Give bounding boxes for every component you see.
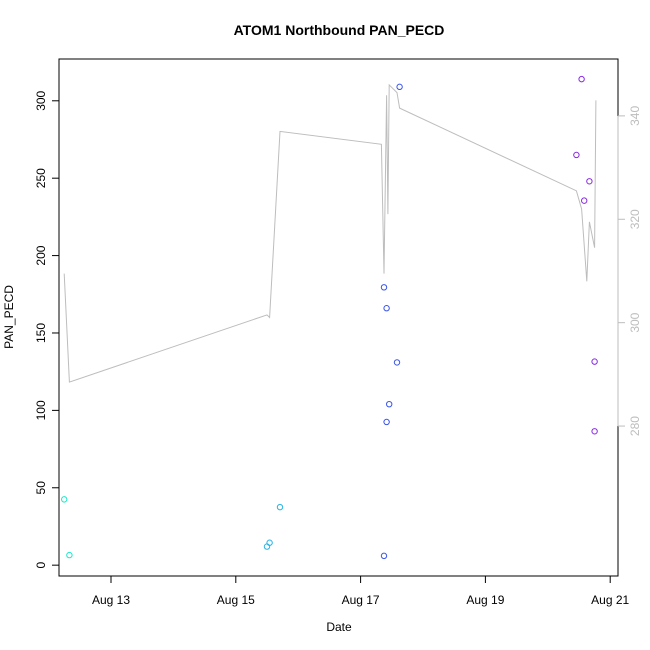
y-axis-right: 280 300 320 340: [617, 106, 642, 436]
data-point: [383, 305, 390, 312]
point-layer: [60, 75, 598, 560]
x-tick-label: Aug 21: [591, 593, 629, 607]
data-point: [591, 358, 598, 365]
y-tick-label: 200: [34, 245, 48, 265]
data-point: [276, 503, 284, 511]
data-point: [573, 151, 580, 159]
data-point: [386, 400, 393, 408]
y-tick-label: 300: [34, 90, 48, 110]
data-point: [586, 178, 593, 185]
x-tick-label: Aug 17: [342, 593, 380, 607]
x-tick-label: Aug 19: [466, 593, 504, 607]
chart-title: ATOM1 Northbound PAN_PECD: [234, 22, 445, 38]
x-axis-label: Date: [326, 620, 352, 634]
x-tick-label: Aug 13: [92, 593, 130, 607]
x-axis: Aug 13 Aug 15 Aug 17 Aug 19 Aug 21: [92, 575, 630, 607]
data-point: [581, 197, 588, 204]
data-point: [60, 496, 68, 503]
data-point: [578, 75, 585, 83]
line-layer: [63, 83, 597, 383]
y-axis-left: 0 50 100 150 200 250 300: [34, 90, 60, 569]
x-tick-label: Aug 15: [217, 593, 255, 607]
data-point: [380, 284, 388, 291]
y-tick-label: 100: [34, 400, 48, 420]
data-point: [396, 83, 403, 91]
y2-tick-label: 340: [628, 106, 642, 126]
y-tick-label: 250: [34, 168, 48, 188]
y-axis-label: PAN_PECD: [2, 285, 16, 349]
data-point: [380, 552, 388, 560]
y-tick-label: 50: [34, 481, 48, 495]
y2-tick-label: 320: [628, 209, 642, 229]
y2-tick-label: 280: [628, 416, 642, 436]
data-point: [393, 359, 401, 366]
plot-frame: [58, 58, 619, 577]
data-point: [266, 539, 273, 546]
data-point: [383, 418, 390, 426]
data-point: [66, 551, 73, 559]
y2-tick-label: 300: [628, 312, 642, 332]
right-axis-line-series: [63, 83, 597, 383]
data-point: [263, 543, 271, 550]
y-tick-label: 150: [34, 323, 48, 343]
data-point: [591, 428, 598, 435]
y-tick-label: 0: [34, 562, 48, 569]
